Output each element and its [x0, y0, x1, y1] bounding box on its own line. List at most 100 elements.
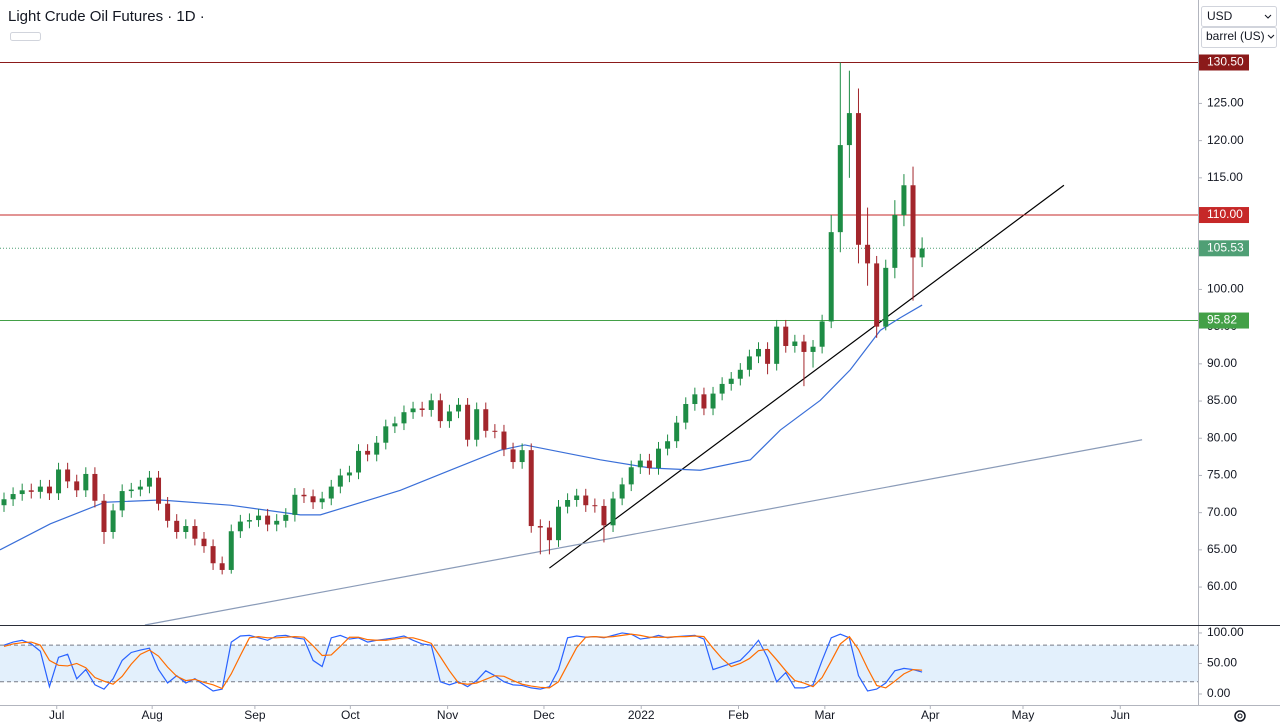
candle-body	[510, 449, 516, 463]
candle-body	[183, 526, 189, 532]
settings-icon[interactable]	[1234, 710, 1246, 722]
x-tick-label: Dec	[533, 708, 554, 722]
x-tick-label: May	[1012, 708, 1035, 722]
candle-body	[419, 408, 425, 410]
y-tick-label: 125.00	[1207, 96, 1244, 110]
candle-body	[110, 510, 116, 532]
candle-body	[537, 526, 543, 528]
candle-body	[101, 500, 107, 532]
candle-body	[383, 426, 389, 443]
candle-body	[10, 494, 16, 500]
candle-body	[337, 475, 343, 487]
candle-body	[237, 521, 243, 532]
candle-body	[801, 341, 807, 352]
gear-hub	[1237, 713, 1243, 719]
unit-label: barrel (US)	[1206, 29, 1265, 43]
candle-body	[874, 263, 880, 327]
candle-body	[165, 503, 171, 521]
candle-body	[292, 494, 298, 515]
candle-body	[765, 348, 771, 364]
candle-body	[883, 267, 889, 327]
candle-body	[492, 430, 498, 432]
unit-dropdown[interactable]	[1201, 27, 1277, 48]
currency-dropdown[interactable]	[1201, 6, 1277, 27]
y-tick-label: 115.00	[1207, 170, 1243, 184]
candle-body	[619, 484, 625, 499]
candle-body	[19, 490, 25, 495]
candle-body	[792, 341, 798, 346]
candle-body	[28, 490, 34, 492]
candle-body	[210, 546, 216, 564]
trendline	[549, 184, 1065, 569]
level-label: 95.82	[1207, 313, 1237, 327]
candle-body	[865, 244, 871, 264]
candle-body	[728, 378, 734, 384]
candle-body	[592, 505, 598, 507]
candle-body	[346, 472, 352, 476]
stochastic-line	[3, 632, 923, 692]
x-tick-label: Nov	[437, 708, 458, 722]
candle-body	[256, 515, 262, 521]
x-tick-label: Oct	[341, 708, 360, 722]
candle-body	[846, 113, 852, 146]
y-tick-label: 70.00	[1207, 505, 1237, 519]
chevron	[1264, 14, 1272, 19]
candle-body	[828, 232, 834, 322]
x-tick-label: 2022	[628, 708, 655, 722]
candle-body	[56, 469, 62, 494]
candle-body	[201, 538, 207, 547]
candle-body	[437, 400, 443, 422]
candle-body	[219, 563, 225, 570]
candle-body	[37, 486, 43, 492]
candle-body	[410, 408, 416, 413]
candle-body	[901, 185, 907, 216]
candle-body	[428, 400, 434, 410]
y-tick-label: 100.00	[1207, 282, 1244, 296]
candle-body	[192, 526, 198, 539]
candle-body	[456, 404, 462, 412]
y-tick-label: 90.00	[1207, 356, 1237, 370]
level-label-box	[1199, 207, 1249, 224]
candle-body	[610, 498, 616, 526]
candle-body	[737, 369, 743, 379]
candle-body	[174, 520, 180, 532]
candle-body	[574, 495, 580, 500]
stochastic-pane	[0, 632, 1198, 692]
candle-body	[92, 473, 98, 501]
candle-body	[601, 505, 607, 526]
x-tick-label: Mar	[815, 708, 836, 722]
x-tick-label: Apr	[921, 708, 940, 722]
candle-body	[356, 450, 362, 473]
y-tick-label: 75.00	[1207, 468, 1237, 482]
price-pane	[0, 62, 1198, 626]
candle-body	[810, 346, 816, 352]
candle-body	[855, 113, 861, 245]
candle-body	[156, 477, 162, 504]
candle-body	[565, 500, 571, 507]
level-label: 130.50	[1207, 55, 1244, 69]
y-tick-label: 120.00	[1207, 133, 1244, 147]
y-tick-label: 50.00	[1207, 656, 1237, 670]
x-tick-label: Jul	[49, 708, 64, 722]
candle-body	[655, 448, 661, 469]
candle-body	[128, 489, 134, 492]
candle-body	[246, 520, 252, 522]
candle-body	[637, 460, 643, 468]
candle-body	[583, 495, 589, 506]
candle-body	[546, 527, 552, 541]
candle-body	[646, 460, 652, 469]
candle-body	[137, 486, 143, 490]
candle-body	[119, 491, 125, 511]
candle-body	[837, 145, 843, 233]
candle-body	[483, 409, 489, 431]
candle-body	[501, 431, 507, 450]
candle-body	[446, 411, 452, 422]
candle-body	[628, 467, 634, 485]
indicator-toggle[interactable]	[10, 32, 41, 41]
candle-body	[519, 450, 525, 463]
x-tick-label: Sep	[244, 708, 266, 722]
candle-body	[301, 494, 307, 497]
candle-body	[228, 531, 234, 570]
